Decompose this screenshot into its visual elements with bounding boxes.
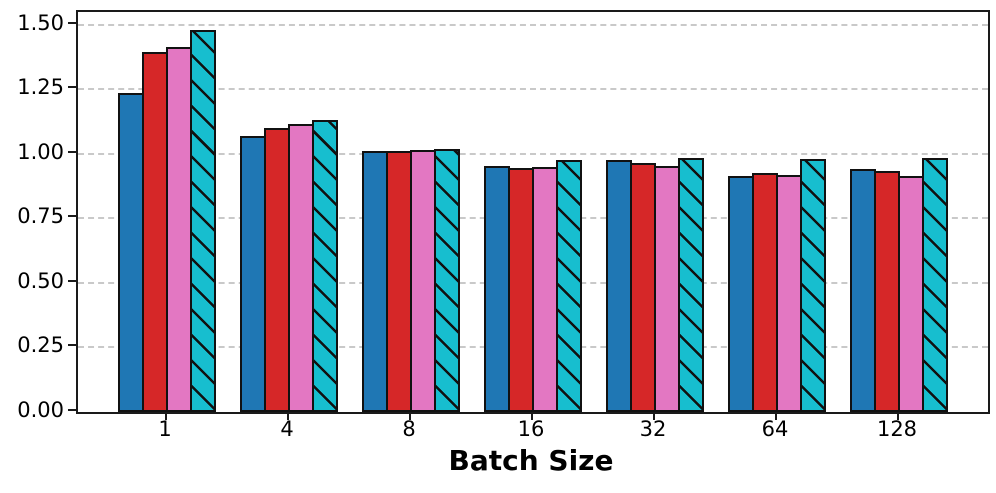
bar-series-3-pink-batch-4: [288, 124, 314, 412]
y-tick-mark-0.25: [68, 344, 76, 347]
bar-series-2-red-batch-128: [874, 171, 900, 412]
y-tick-label-0.00: 0.00: [17, 398, 64, 422]
bar-series-4-cyan-hatched-batch-4: [312, 120, 338, 412]
bar-series-3-pink-batch-1: [166, 47, 192, 412]
bar-series-2-red-batch-8: [386, 151, 412, 412]
y-tick-label-1.50: 1.50: [17, 10, 64, 35]
plot-area: [76, 10, 990, 414]
y-tick-label-0.25: 0.25: [17, 333, 64, 358]
x-tick-mark-16: [531, 412, 533, 420]
y-tick-mark-1.25: [68, 86, 76, 89]
bar-series-2-red-batch-1: [142, 52, 168, 412]
bar-series-4-cyan-hatched-batch-128: [922, 158, 948, 412]
x-tick-label-8: 8: [402, 417, 416, 441]
bar-series-3-pink-batch-8: [410, 150, 436, 412]
bar-series-1-blue-batch-64: [728, 176, 754, 412]
y-tick-label-0.75: 0.75: [17, 204, 64, 229]
x-tick-label-64: 64: [761, 417, 789, 441]
y-tick-mark-1.50: [68, 21, 76, 24]
bar-series-1-blue-batch-128: [850, 169, 876, 412]
x-tick-label-1: 1: [158, 417, 172, 441]
bar-series-1-blue-batch-32: [606, 160, 632, 412]
x-tick-label-128: 128: [876, 417, 918, 441]
x-tick-label-32: 32: [639, 417, 667, 441]
gridline-y-1.50: [78, 23, 988, 26]
bar-series-1-blue-batch-8: [362, 151, 388, 412]
x-tick-mark-1: [165, 412, 167, 420]
bar-series-3-pink-batch-32: [654, 166, 680, 412]
bar-series-1-blue-batch-16: [484, 166, 510, 412]
x-tick-label-16: 16: [517, 417, 545, 441]
y-tick-mark-0.50: [68, 279, 76, 282]
bar-series-2-red-batch-16: [508, 168, 534, 412]
bar-series-1-blue-batch-4: [240, 136, 266, 412]
bar-series-4-cyan-hatched-batch-32: [678, 158, 704, 412]
bar-series-4-cyan-hatched-batch-1: [190, 30, 216, 412]
bar-series-2-red-batch-4: [264, 128, 290, 412]
bar-series-4-cyan-hatched-batch-16: [556, 160, 582, 412]
x-tick-label-4: 4: [280, 417, 294, 441]
bar-series-2-red-batch-64: [752, 173, 778, 412]
bar-series-2-red-batch-32: [630, 163, 656, 412]
bar-series-4-cyan-hatched-batch-64: [800, 159, 826, 412]
gridline-y-1.00: [78, 152, 988, 155]
bar-series-1-blue-batch-1: [118, 93, 144, 412]
x-tick-mark-8: [409, 412, 411, 420]
x-tick-mark-4: [287, 412, 289, 420]
bar-series-3-pink-batch-64: [776, 175, 802, 412]
x-axis-label: Batch Size: [448, 444, 614, 477]
bar-series-3-pink-batch-16: [532, 167, 558, 412]
x-tick-mark-128: [897, 412, 899, 420]
x-tick-mark-64: [775, 412, 777, 420]
y-tick-label-1.00: 1.00: [17, 139, 64, 164]
gridline-y-1.25: [78, 88, 988, 91]
y-tick-label-0.50: 0.50: [17, 268, 64, 293]
y-tick-mark-0.00: [68, 409, 76, 411]
x-tick-mark-32: [653, 412, 655, 420]
y-tick-mark-1.00: [68, 150, 76, 153]
y-tick-mark-0.75: [68, 215, 76, 218]
bar-series-3-pink-batch-128: [898, 176, 924, 412]
bar-series-4-cyan-hatched-batch-8: [434, 149, 460, 412]
y-tick-label-1.25: 1.25: [17, 75, 64, 100]
